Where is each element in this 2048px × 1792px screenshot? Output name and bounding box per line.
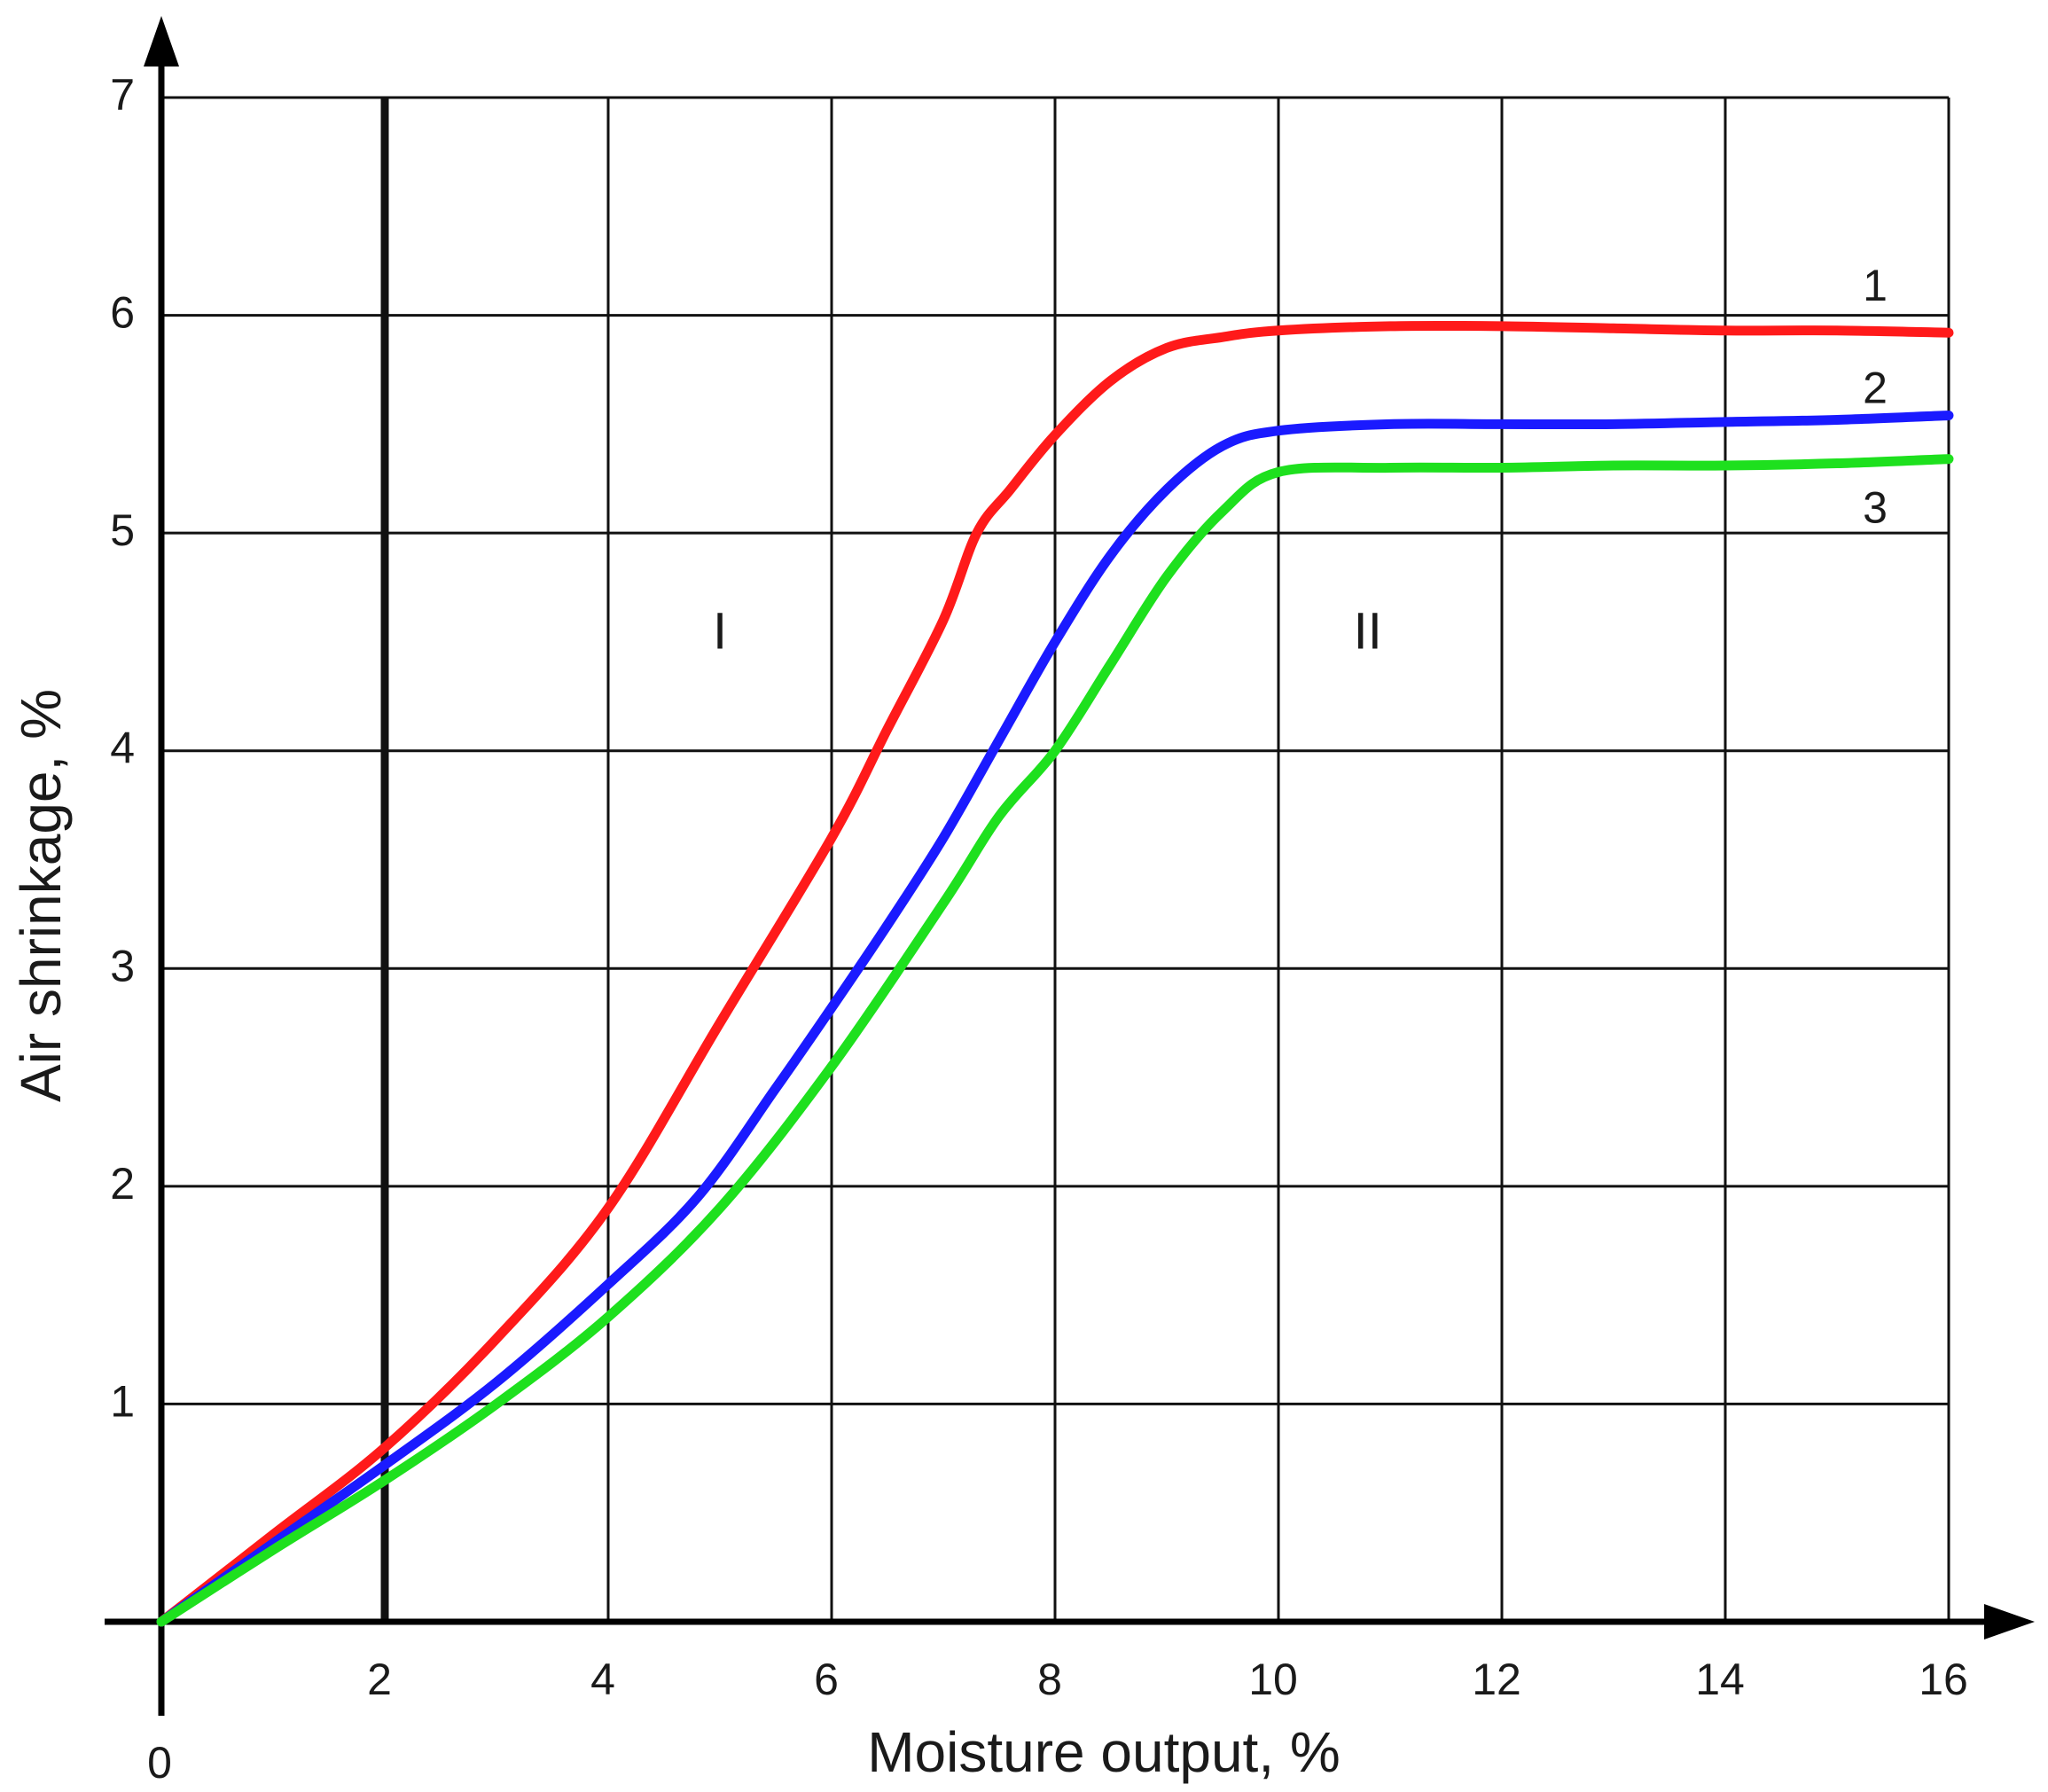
x-tick-label: 6: [814, 1655, 839, 1704]
x-tick-label: 4: [590, 1655, 615, 1704]
x-tick-label: 16: [1919, 1655, 1968, 1704]
series-line-3: [156, 454, 1954, 1627]
axes-layer: [105, 16, 2035, 1716]
x-tick-label: 10: [1248, 1655, 1298, 1704]
series-label-2: 2: [1863, 364, 1888, 413]
y-tick-label: 4: [110, 724, 135, 773]
series-label-3: 3: [1863, 483, 1888, 533]
region-label: II: [1354, 603, 1382, 661]
y-tick-label: 6: [110, 288, 135, 338]
y-axis-arrow-icon: [144, 16, 179, 67]
series-line-1: [156, 320, 1954, 1627]
x-tick-label: 14: [1695, 1655, 1745, 1704]
y-tick-label: 3: [110, 941, 135, 990]
grid-layer: [161, 96, 1950, 1622]
y-tick-label: 2: [110, 1159, 135, 1209]
origin-label: 0: [147, 1738, 172, 1788]
y-tick-label: 5: [110, 505, 135, 555]
x-tick-label: 8: [1037, 1655, 1062, 1704]
series-line-2: [156, 411, 1954, 1627]
x-tick-label: 12: [1472, 1655, 1521, 1704]
x-tick-label: 2: [367, 1655, 392, 1704]
y-axis-title: Air shrinkage, %: [9, 689, 73, 1102]
region-label: I: [713, 603, 727, 661]
x-axis-title: Moisture output, %: [867, 1720, 1341, 1784]
y-tick-label: 1: [110, 1376, 135, 1426]
series-label-1: 1: [1863, 261, 1888, 310]
series-layer: [156, 320, 1954, 1627]
y-tick-label: 7: [110, 70, 135, 120]
x-axis-arrow-icon: [1984, 1604, 2035, 1639]
